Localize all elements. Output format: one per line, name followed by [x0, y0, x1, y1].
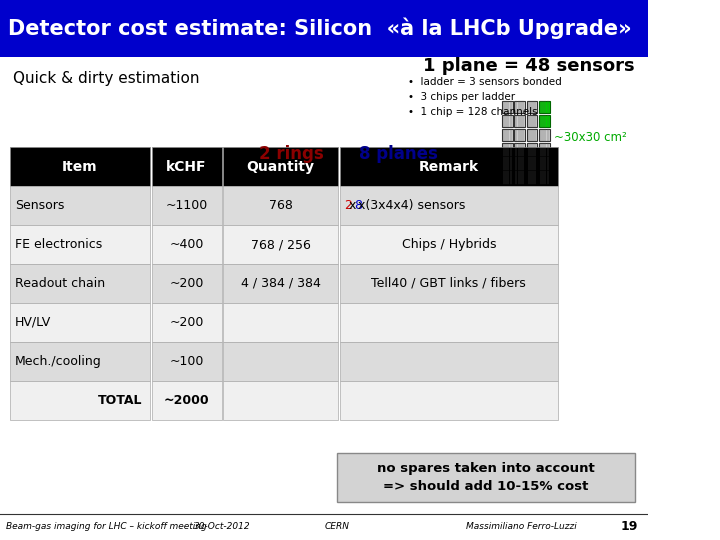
Bar — [502, 129, 513, 141]
Text: x: x — [348, 199, 356, 212]
Text: 4 / 384 / 384: 4 / 384 / 384 — [240, 277, 320, 290]
Text: Tell40 / GBT links / fibers: Tell40 / GBT links / fibers — [372, 277, 526, 290]
Bar — [340, 186, 558, 225]
Text: Quantity: Quantity — [246, 160, 315, 174]
Text: Beam-gas imaging for LHC – kickoff meeting: Beam-gas imaging for LHC – kickoff meeti… — [6, 522, 207, 531]
Text: 768 / 256: 768 / 256 — [251, 238, 310, 251]
Bar — [526, 157, 537, 170]
Text: kCHF: kCHF — [166, 160, 207, 174]
Text: Readout chain: Readout chain — [15, 277, 105, 290]
Text: CERN: CERN — [324, 522, 349, 531]
Text: ~2000: ~2000 — [163, 394, 210, 407]
Text: 8 planes: 8 planes — [359, 145, 438, 163]
Bar — [340, 147, 558, 186]
Bar — [514, 171, 525, 184]
Text: 30-Oct-2012: 30-Oct-2012 — [194, 522, 251, 531]
Text: •  ladder = 3 sensors bonded: • ladder = 3 sensors bonded — [408, 77, 562, 87]
Bar — [502, 101, 513, 113]
Bar — [223, 303, 338, 342]
Bar — [514, 129, 525, 141]
Bar — [152, 264, 222, 303]
Bar — [514, 115, 525, 127]
Bar — [526, 101, 537, 113]
Text: Massimiliano Ferro-Luzzi: Massimiliano Ferro-Luzzi — [467, 522, 577, 531]
Text: Sensors: Sensors — [15, 199, 64, 212]
Bar — [152, 186, 222, 225]
Bar — [152, 225, 222, 264]
Text: Remark: Remark — [419, 160, 479, 174]
Bar — [152, 381, 222, 420]
Text: no spares taken into account
=> should add 10-15% cost: no spares taken into account => should a… — [377, 462, 595, 493]
Bar — [539, 115, 549, 127]
Bar — [337, 453, 635, 502]
Bar — [526, 143, 537, 156]
Text: TOTAL: TOTAL — [98, 394, 143, 407]
Text: ~100: ~100 — [169, 355, 204, 368]
Bar — [223, 225, 338, 264]
Bar — [502, 157, 513, 170]
Text: Item: Item — [62, 160, 97, 174]
Bar — [502, 143, 513, 156]
Bar — [502, 171, 513, 184]
Text: Detector cost estimate: Silicon  «à la LHCb Upgrade»: Detector cost estimate: Silicon «à la LH… — [8, 17, 631, 39]
Bar — [539, 157, 549, 170]
Bar — [340, 342, 558, 381]
Text: 8: 8 — [354, 199, 361, 212]
Text: 19: 19 — [621, 520, 638, 533]
Bar — [223, 264, 338, 303]
Bar — [9, 264, 150, 303]
Text: Chips / Hybrids: Chips / Hybrids — [402, 238, 496, 251]
Text: •  1 chip = 128 channels: • 1 chip = 128 channels — [408, 107, 538, 117]
Text: ~400: ~400 — [169, 238, 204, 251]
Bar — [223, 186, 338, 225]
Text: ~30x30 cm²: ~30x30 cm² — [554, 131, 627, 144]
Bar — [539, 171, 549, 184]
Text: 2: 2 — [344, 199, 352, 212]
Text: Mech./cooling: Mech./cooling — [15, 355, 102, 368]
Bar — [514, 101, 525, 113]
Bar — [340, 225, 558, 264]
Text: HV/LV: HV/LV — [15, 316, 51, 329]
Bar — [340, 264, 558, 303]
Bar — [9, 225, 150, 264]
Bar — [539, 129, 549, 141]
Bar — [152, 303, 222, 342]
Bar — [539, 101, 549, 113]
Text: 768: 768 — [269, 199, 292, 212]
Text: ~200: ~200 — [169, 316, 204, 329]
Text: Quick & dirty estimation: Quick & dirty estimation — [13, 71, 199, 86]
Text: 1 plane = 48 sensors: 1 plane = 48 sensors — [423, 57, 635, 75]
Bar — [340, 303, 558, 342]
Bar — [9, 303, 150, 342]
Bar — [223, 147, 338, 186]
Bar — [526, 115, 537, 127]
Bar — [514, 157, 525, 170]
Text: FE electronics: FE electronics — [15, 238, 102, 251]
Text: 2 rings: 2 rings — [259, 145, 324, 163]
Bar — [152, 342, 222, 381]
Bar — [340, 381, 558, 420]
Bar — [9, 342, 150, 381]
Bar — [9, 147, 150, 186]
Text: x(3x4x4) sensors: x(3x4x4) sensors — [359, 199, 466, 212]
Text: •  3 chips per ladder: • 3 chips per ladder — [408, 92, 516, 102]
Bar — [152, 147, 222, 186]
Bar — [223, 342, 338, 381]
Bar — [223, 381, 338, 420]
Bar — [502, 115, 513, 127]
Bar — [9, 186, 150, 225]
Bar — [9, 381, 150, 420]
Text: ~1100: ~1100 — [166, 199, 207, 212]
Bar — [539, 143, 549, 156]
Bar — [526, 171, 537, 184]
Bar — [514, 143, 525, 156]
Text: ~200: ~200 — [169, 277, 204, 290]
Bar — [0, 0, 648, 57]
Bar — [526, 129, 537, 141]
